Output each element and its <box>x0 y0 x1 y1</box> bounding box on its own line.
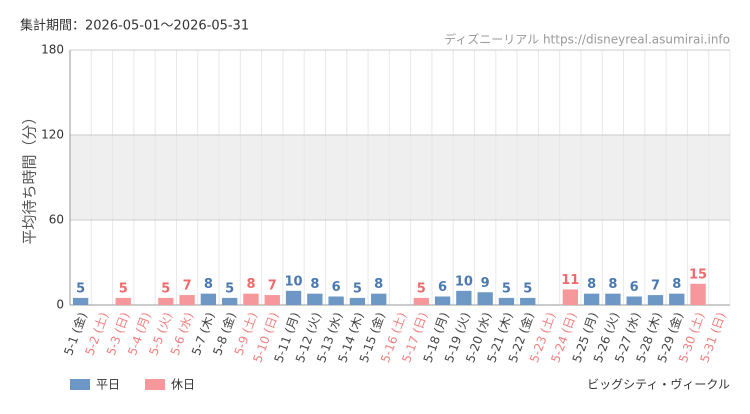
bar <box>371 293 387 305</box>
legend-label: 平日 <box>96 378 120 392</box>
bar <box>285 290 302 305</box>
value-label: 9 <box>481 276 490 291</box>
bar <box>669 293 685 305</box>
value-label: 5 <box>353 281 362 296</box>
value-label: 8 <box>374 277 383 292</box>
shaded-band <box>70 135 730 220</box>
value-label: 6 <box>332 280 341 295</box>
bar <box>222 297 238 305</box>
bar <box>200 293 217 305</box>
value-label: 10 <box>455 274 473 289</box>
y-tick-label: 180 <box>41 43 64 57</box>
value-label: 5 <box>523 281 532 296</box>
bar <box>158 297 174 305</box>
bar <box>477 292 493 305</box>
value-label: 5 <box>225 281 234 296</box>
bar <box>520 297 536 305</box>
bar <box>562 289 578 305</box>
value-label: 8 <box>246 277 255 292</box>
y-tick-label: 60 <box>49 213 64 227</box>
value-label: 15 <box>689 267 707 282</box>
y-axis-label: 平均待ち時間（分） <box>21 109 39 244</box>
bar <box>434 296 451 305</box>
value-label: 11 <box>561 273 579 288</box>
bar <box>413 297 429 305</box>
legend-swatch <box>70 379 90 390</box>
bar <box>605 293 621 305</box>
bar <box>72 297 89 305</box>
legend-swatch <box>145 379 165 390</box>
bar <box>626 296 642 305</box>
y-tick-label: 120 <box>41 128 64 142</box>
bar <box>264 295 280 305</box>
bar <box>328 296 344 305</box>
value-label: 10 <box>285 274 303 289</box>
value-label: 7 <box>268 279 277 294</box>
bar <box>690 283 706 305</box>
bar <box>115 297 131 305</box>
bar <box>307 293 323 305</box>
value-label: 8 <box>204 277 213 292</box>
value-label: 5 <box>161 281 170 296</box>
value-label: 6 <box>630 280 639 295</box>
value-label: 5 <box>502 281 511 296</box>
value-label: 6 <box>438 280 447 295</box>
value-label: 7 <box>183 279 192 294</box>
value-label: 8 <box>672 277 681 292</box>
value-label: 5 <box>119 281 128 296</box>
bar <box>498 297 515 305</box>
value-label: 5 <box>76 281 85 296</box>
legend-label: 休日 <box>171 378 195 392</box>
bar <box>583 293 600 305</box>
value-label: 7 <box>651 279 660 294</box>
y-tick-label: 0 <box>56 298 64 312</box>
footer: ビッグシティ・ヴィークル <box>587 377 730 392</box>
value-label: 8 <box>608 277 617 292</box>
bar <box>349 297 366 305</box>
bar <box>647 295 664 305</box>
chart-title: 集計期間：2026-05-01～2026-05-31 <box>20 18 249 34</box>
value-label: 8 <box>310 277 319 292</box>
value-label: 5 <box>417 281 426 296</box>
source: ディズニーリアル https://disneyreal.asumirai.inf… <box>444 32 730 47</box>
value-label: 8 <box>587 277 596 292</box>
bar <box>179 295 195 305</box>
bar <box>456 290 472 305</box>
bar <box>243 293 259 305</box>
